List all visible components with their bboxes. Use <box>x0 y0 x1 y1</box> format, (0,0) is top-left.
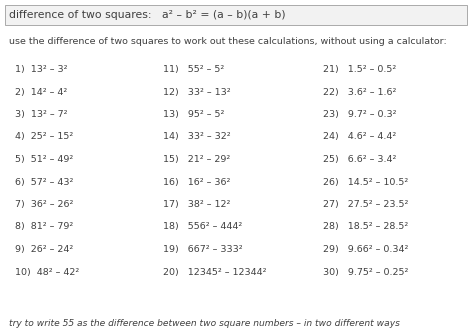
Text: 7)  36² – 26²: 7) 36² – 26² <box>15 200 73 209</box>
Text: 27)   27.5² – 23.5²: 27) 27.5² – 23.5² <box>323 200 409 209</box>
Text: 12)   33² – 13²: 12) 33² – 13² <box>163 88 231 97</box>
Text: difference of two squares:   a² – b² = (a – b)(a + b): difference of two squares: a² – b² = (a … <box>9 10 286 20</box>
Text: 18)   556² – 444²: 18) 556² – 444² <box>163 222 242 231</box>
Text: 17)   38² – 12²: 17) 38² – 12² <box>163 200 230 209</box>
Text: 20)   12345² – 12344²: 20) 12345² – 12344² <box>163 268 266 277</box>
Text: 30)   9.75² – 0.25²: 30) 9.75² – 0.25² <box>323 268 409 277</box>
Text: 29)   9.66² – 0.34²: 29) 9.66² – 0.34² <box>323 245 409 254</box>
Text: 10)  48² – 42²: 10) 48² – 42² <box>15 268 79 277</box>
Text: 26)   14.5² – 10.5²: 26) 14.5² – 10.5² <box>323 177 408 186</box>
Text: 13)   95² – 5²: 13) 95² – 5² <box>163 110 224 119</box>
Text: 24)   4.6² – 4.4²: 24) 4.6² – 4.4² <box>323 133 396 142</box>
Text: 16)   16² – 36²: 16) 16² – 36² <box>163 177 230 186</box>
Text: 6)  57² – 43²: 6) 57² – 43² <box>15 177 73 186</box>
Text: 22)   3.6² – 1.6²: 22) 3.6² – 1.6² <box>323 88 396 97</box>
Text: 25)   6.6² – 3.4²: 25) 6.6² – 3.4² <box>323 155 396 164</box>
Text: 4)  25² – 15²: 4) 25² – 15² <box>15 133 73 142</box>
Text: 5)  51² – 49²: 5) 51² – 49² <box>15 155 73 164</box>
Text: 1)  13² – 3²: 1) 13² – 3² <box>15 65 67 74</box>
Text: 2)  14² – 4²: 2) 14² – 4² <box>15 88 67 97</box>
Text: 15)   21² – 29²: 15) 21² – 29² <box>163 155 230 164</box>
Text: use the difference of two squares to work out these calculations, without using : use the difference of two squares to wor… <box>9 37 447 46</box>
Text: try to write 55 as the difference between two square numbers – in two different : try to write 55 as the difference betwee… <box>9 319 400 328</box>
Text: 19)   667² – 333²: 19) 667² – 333² <box>163 245 243 254</box>
Text: 21)   1.5² – 0.5²: 21) 1.5² – 0.5² <box>323 65 396 74</box>
Text: 28)   18.5² – 28.5²: 28) 18.5² – 28.5² <box>323 222 408 231</box>
Text: 9)  26² – 24²: 9) 26² – 24² <box>15 245 73 254</box>
Text: 14)   33² – 32²: 14) 33² – 32² <box>163 133 231 142</box>
Text: 11)   55² – 5²: 11) 55² – 5² <box>163 65 224 74</box>
Text: 23)   9.7² – 0.3²: 23) 9.7² – 0.3² <box>323 110 396 119</box>
Text: 8)  81² – 79²: 8) 81² – 79² <box>15 222 73 231</box>
Text: 3)  13² – 7²: 3) 13² – 7² <box>15 110 67 119</box>
Bar <box>5 5 467 25</box>
